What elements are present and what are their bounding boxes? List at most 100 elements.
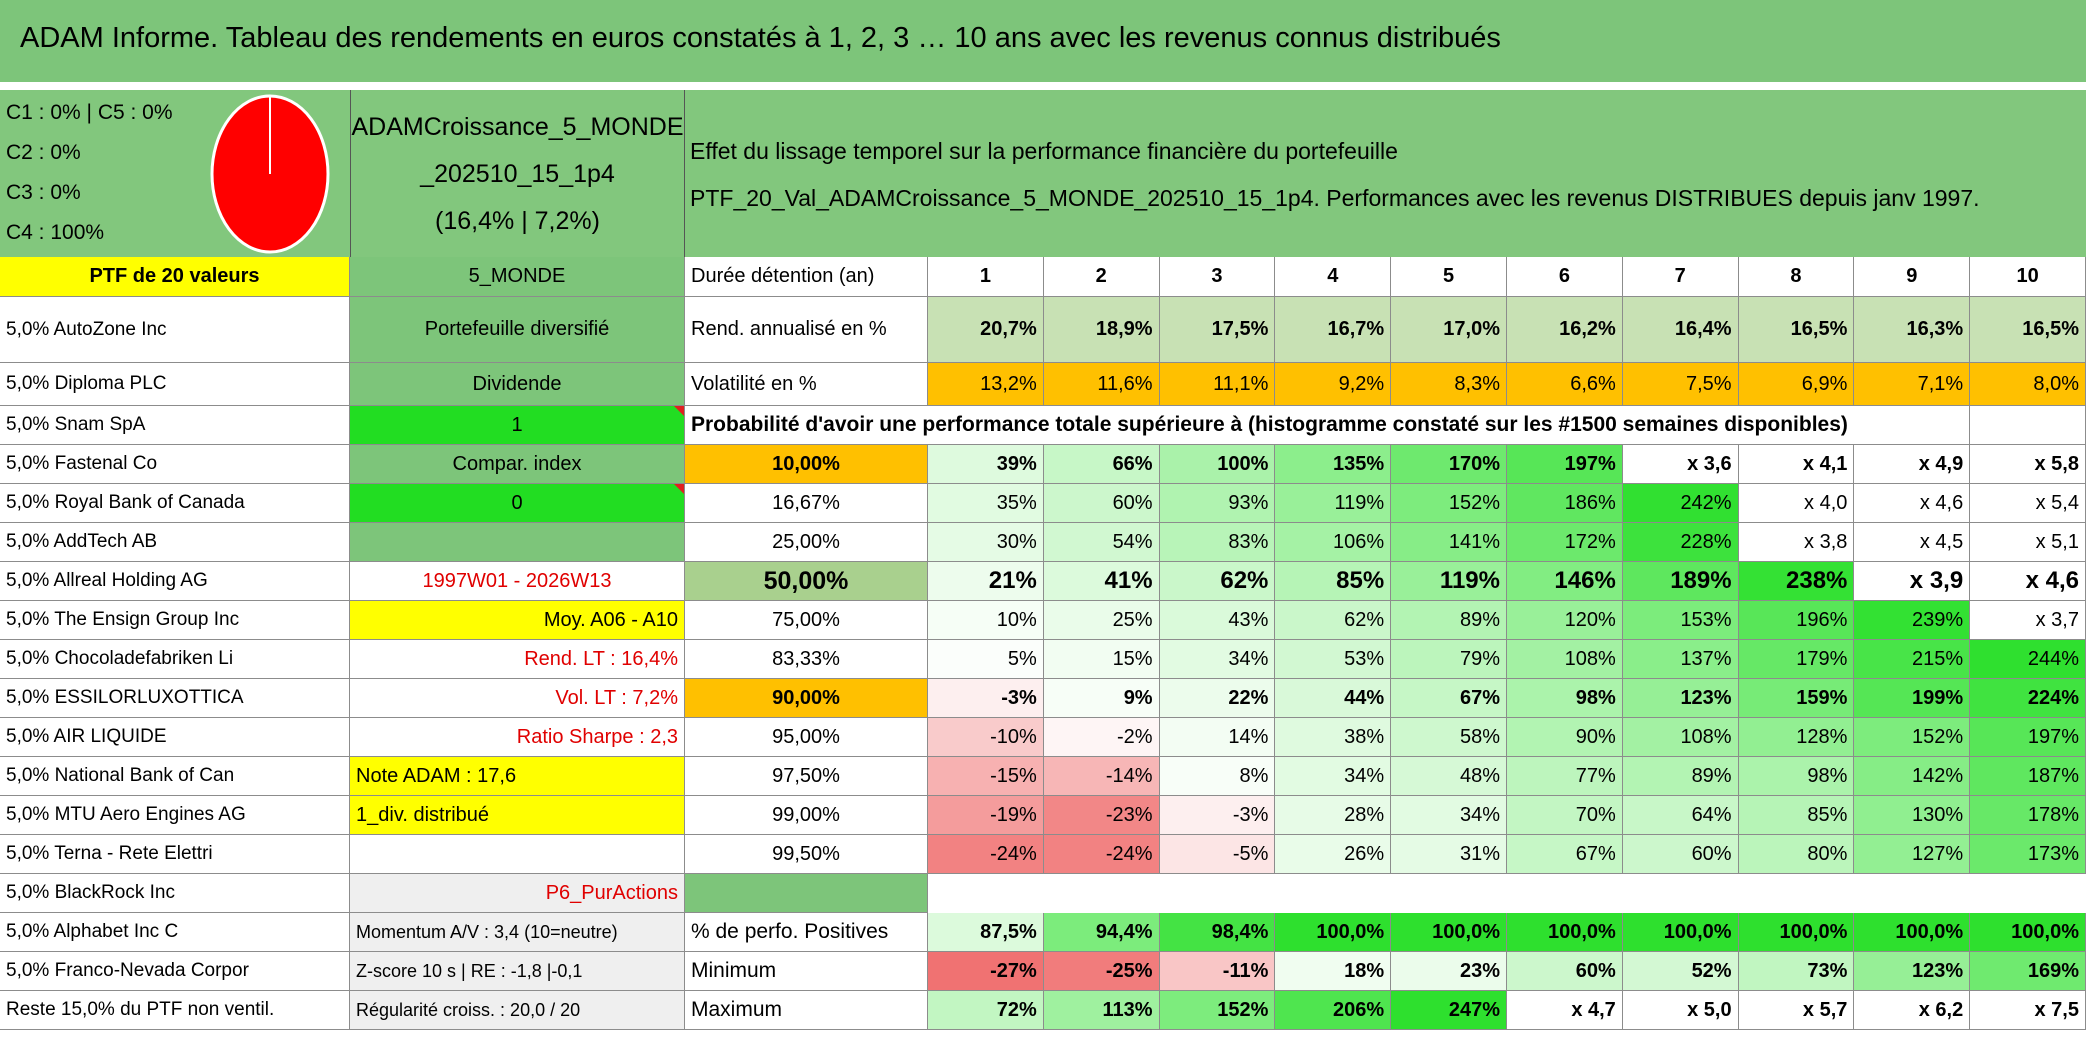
probability-value: 242%: [1622, 484, 1739, 523]
holding: 5,0% Terna - Rete Elettri: [0, 835, 350, 874]
probability-value: 66%: [1043, 445, 1160, 484]
probability-value: -2%: [1043, 718, 1160, 757]
probability-value: 26%: [1275, 835, 1392, 874]
probability-value: 22%: [1159, 679, 1276, 718]
metric-value: 100,0%: [1507, 913, 1623, 952]
metric-value: 11,1%: [1159, 363, 1276, 406]
metric-label: Durée détention (an): [685, 257, 928, 297]
probability-value: 34%: [1275, 757, 1392, 796]
info-cell: Note ADAM : 17,6: [350, 757, 685, 796]
probability-value: 93%: [1159, 484, 1276, 523]
probability-value: 35%: [928, 484, 1044, 523]
holding: 5,0% Diploma PLC: [0, 363, 350, 406]
threshold: 99,00%: [685, 796, 928, 835]
probability-value: 90%: [1507, 718, 1623, 757]
probability-value: 38%: [1275, 718, 1392, 757]
probability-value: x 5,8: [1970, 445, 2086, 484]
holding: 5,0% BlackRock Inc: [0, 874, 350, 913]
info-cell: Rend. LT : 16,4%: [350, 640, 685, 679]
metric-value: 11,6%: [1043, 363, 1160, 406]
info-cell: 1: [350, 406, 685, 445]
probability-value: 152%: [1391, 484, 1507, 523]
holding: 5,0% MTU Aero Engines AG: [0, 796, 350, 835]
probability-value: 8%: [1159, 757, 1276, 796]
year-header: 3: [1159, 257, 1276, 297]
metric-value: 17,5%: [1159, 297, 1276, 363]
metric-value: 152%: [1159, 991, 1276, 1030]
metric-label: Rend. annualisé en %: [685, 297, 928, 363]
probability-value: x 4,1: [1738, 445, 1855, 484]
probability-value: -5%: [1159, 835, 1276, 874]
probability-value: x 4,0: [1738, 484, 1855, 523]
probability-value: 215%: [1854, 640, 1971, 679]
info-cell: [350, 523, 685, 562]
metric-value: -27%: [928, 952, 1044, 991]
year-header: 9: [1854, 257, 1971, 297]
metric-value: 113%: [1043, 991, 1160, 1030]
metric-value: 100,0%: [1622, 913, 1739, 952]
probability-value: 98%: [1738, 757, 1855, 796]
probability-value: 189%: [1622, 562, 1739, 601]
threshold: 83,33%: [685, 640, 928, 679]
probability-value: 54%: [1043, 523, 1160, 562]
probability-value: 130%: [1854, 796, 1971, 835]
holding: 5,0% AutoZone Inc: [0, 297, 350, 363]
info-cell: Régularité croiss. : 20,0 / 20: [350, 991, 685, 1030]
portfolio-name: ADAMCroissance_5_MONDE: [351, 113, 684, 141]
metric-value: 13,2%: [928, 363, 1044, 406]
portfolio-name: _202510_15_1p4: [420, 160, 615, 188]
probability-value: 159%: [1738, 679, 1855, 718]
metric-value: 247%: [1391, 991, 1507, 1030]
probability-value: -3%: [1159, 796, 1276, 835]
year-header: 10: [1970, 257, 2086, 297]
probability-value: 196%: [1738, 601, 1855, 640]
threshold: 25,00%: [685, 523, 928, 562]
probability-value: 89%: [1622, 757, 1739, 796]
info-cell: 0: [350, 484, 685, 523]
blank-cell: [1970, 406, 2086, 445]
probability-value: 98%: [1507, 679, 1623, 718]
holding: 5,0% Snam SpA: [0, 406, 350, 445]
probability-value: 239%: [1854, 601, 1971, 640]
holding: 5,0% Chocoladefabriken Li: [0, 640, 350, 679]
holding: 5,0% Alphabet Inc C: [0, 913, 350, 952]
metric-value: 16,7%: [1275, 297, 1392, 363]
metric-value: x 6,2: [1854, 991, 1971, 1030]
year-header: 1: [928, 257, 1044, 297]
class-weight: C1 : 0% | C5 : 0%: [6, 101, 173, 124]
probability-value: 34%: [1159, 640, 1276, 679]
probability-value: 108%: [1622, 718, 1739, 757]
holding: 5,0% Allreal Holding AG: [0, 562, 350, 601]
probability-value: 85%: [1738, 796, 1855, 835]
probability-note: Probabilité d'avoir une performance tota…: [685, 406, 1971, 445]
title-bar: [0, 0, 2086, 82]
year-header: 5: [1391, 257, 1507, 297]
holding: 5,0% AddTech AB: [0, 523, 350, 562]
probability-value: 9%: [1043, 679, 1160, 718]
probability-value: 10%: [928, 601, 1044, 640]
info-cell: P6_PurActions: [350, 874, 685, 913]
probability-value: -24%: [1043, 835, 1160, 874]
holding: 5,0% Royal Bank of Canada: [0, 484, 350, 523]
probability-value: 100%: [1159, 445, 1276, 484]
probability-value: 106%: [1275, 523, 1392, 562]
probability-value: 186%: [1507, 484, 1623, 523]
metric-value: 20,7%: [928, 297, 1044, 363]
metric-value: 7,5%: [1622, 363, 1739, 406]
probability-value: 44%: [1275, 679, 1392, 718]
probability-value: 119%: [1275, 484, 1392, 523]
probability-value: 238%: [1738, 562, 1855, 601]
metric-value: 73%: [1738, 952, 1855, 991]
metric-value: 8,0%: [1970, 363, 2086, 406]
probability-value: 30%: [928, 523, 1044, 562]
probability-value: 127%: [1854, 835, 1971, 874]
probability-value: -14%: [1043, 757, 1160, 796]
probability-value: 48%: [1391, 757, 1507, 796]
holding: 5,0% National Bank of Can: [0, 757, 350, 796]
metric-value: 100,0%: [1738, 913, 1855, 952]
probability-value: x 4,9: [1854, 445, 1971, 484]
metric-value: 16,5%: [1970, 297, 2086, 363]
year-header: 4: [1275, 257, 1392, 297]
class-weight: C4 : 100%: [6, 221, 105, 244]
metric-value: 98,4%: [1159, 913, 1276, 952]
